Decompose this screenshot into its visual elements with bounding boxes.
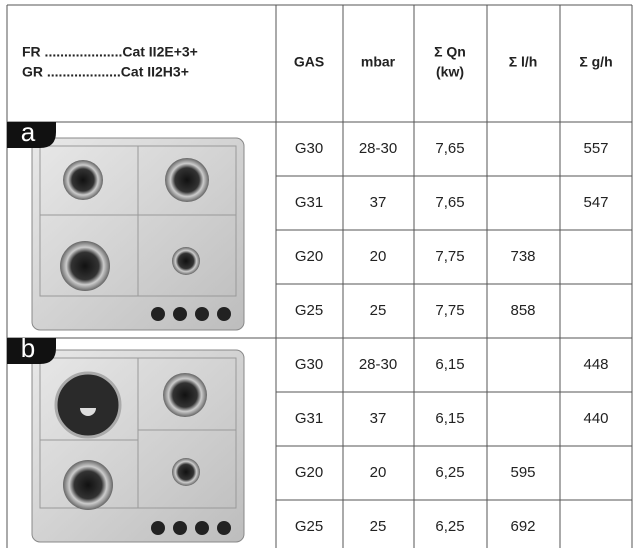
column-header: mbar bbox=[361, 54, 396, 70]
hob-illustration bbox=[32, 350, 244, 542]
column-header: Σ Qn bbox=[434, 44, 466, 60]
category-line: FR ....................Cat II2E+3+ bbox=[22, 44, 198, 60]
table-cell: 440 bbox=[583, 410, 608, 427]
table-cell: G31 bbox=[295, 194, 323, 211]
table-cell: 6,15 bbox=[435, 410, 464, 427]
table-cell: G30 bbox=[295, 140, 323, 157]
table-cell: G25 bbox=[295, 518, 323, 535]
column-header: Σ g/h bbox=[579, 54, 612, 70]
table-cell: 692 bbox=[510, 518, 535, 535]
table-cell: G31 bbox=[295, 410, 323, 427]
table-cell: 25 bbox=[370, 302, 387, 319]
table-cell: 7,65 bbox=[435, 194, 464, 211]
table-cell: 28-30 bbox=[359, 140, 397, 157]
table-cell: G20 bbox=[295, 248, 323, 265]
table-cell: G25 bbox=[295, 302, 323, 319]
spec-table: FR ....................Cat II2E+3+ GR ...… bbox=[0, 0, 639, 548]
table-cell: 37 bbox=[370, 194, 387, 211]
table-cell: 7,75 bbox=[435, 302, 464, 319]
table-cell: G20 bbox=[295, 464, 323, 481]
category-line: GR ...................Cat II2H3+ bbox=[22, 64, 189, 80]
table-cell: 595 bbox=[510, 464, 535, 481]
table-cell: 557 bbox=[583, 140, 608, 157]
table-cell: 858 bbox=[510, 302, 535, 319]
table-cell: 20 bbox=[370, 464, 387, 481]
column-header: Σ l/h bbox=[509, 54, 538, 70]
section-label: a bbox=[21, 117, 36, 147]
table-cell: 547 bbox=[583, 194, 608, 211]
column-header: (kw) bbox=[436, 64, 464, 80]
table-cell: 448 bbox=[583, 356, 608, 373]
table-cell: 6,25 bbox=[435, 518, 464, 535]
table-cell: 738 bbox=[510, 248, 535, 265]
table-cell: 25 bbox=[370, 518, 387, 535]
table-cell: 6,25 bbox=[435, 464, 464, 481]
column-header: GAS bbox=[294, 54, 324, 70]
table-cell: 37 bbox=[370, 410, 387, 427]
table-cell: 6,15 bbox=[435, 356, 464, 373]
section-label: b bbox=[21, 333, 35, 363]
table-cell: 7,65 bbox=[435, 140, 464, 157]
table-cell: G30 bbox=[295, 356, 323, 373]
hob-illustration bbox=[32, 138, 244, 330]
table-cell: 20 bbox=[370, 248, 387, 265]
table-cell: 28-30 bbox=[359, 356, 397, 373]
table-cell: 7,75 bbox=[435, 248, 464, 265]
